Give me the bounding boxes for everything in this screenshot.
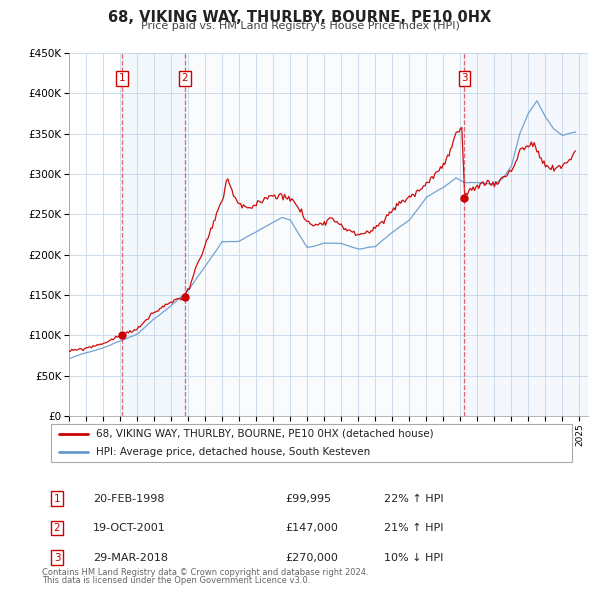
Text: 68, VIKING WAY, THURLBY, BOURNE, PE10 0HX (detached house): 68, VIKING WAY, THURLBY, BOURNE, PE10 0H… [95,429,433,439]
Bar [185,53,464,416]
Text: 2: 2 [181,74,188,84]
Text: 22% ↑ HPI: 22% ↑ HPI [384,494,443,503]
FancyBboxPatch shape [50,424,572,462]
Text: 3: 3 [53,553,61,562]
Bar [464,53,588,416]
Text: 3: 3 [461,74,468,84]
Text: 2: 2 [53,523,61,533]
Text: 20-FEB-1998: 20-FEB-1998 [93,494,164,503]
Text: Price paid vs. HM Land Registry's House Price Index (HPI): Price paid vs. HM Land Registry's House … [140,21,460,31]
Text: 1: 1 [119,74,125,84]
Text: HPI: Average price, detached house, South Kesteven: HPI: Average price, detached house, Sout… [95,447,370,457]
Text: Contains HM Land Registry data © Crown copyright and database right 2024.: Contains HM Land Registry data © Crown c… [42,568,368,577]
Text: 68, VIKING WAY, THURLBY, BOURNE, PE10 0HX: 68, VIKING WAY, THURLBY, BOURNE, PE10 0H… [109,10,491,25]
Text: £147,000: £147,000 [285,523,338,533]
Text: £99,995: £99,995 [285,494,331,503]
Text: 21% ↑ HPI: 21% ↑ HPI [384,523,443,533]
Text: 1: 1 [53,494,61,503]
Text: This data is licensed under the Open Government Licence v3.0.: This data is licensed under the Open Gov… [42,576,310,585]
Text: 10% ↓ HPI: 10% ↓ HPI [384,553,443,562]
Bar [122,53,185,416]
Text: 19-OCT-2001: 19-OCT-2001 [93,523,166,533]
Text: £270,000: £270,000 [285,553,338,562]
Text: 29-MAR-2018: 29-MAR-2018 [93,553,168,562]
